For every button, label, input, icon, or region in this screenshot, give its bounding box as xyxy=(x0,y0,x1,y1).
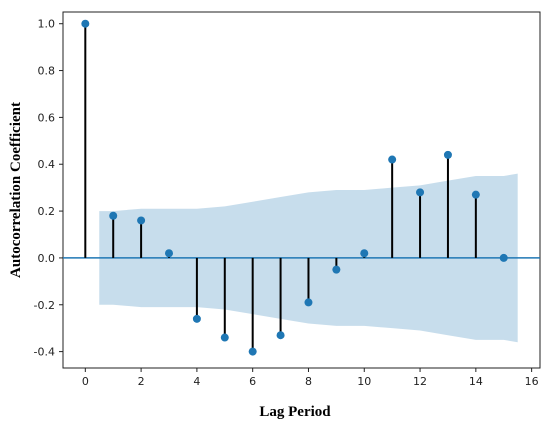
stem-layer xyxy=(81,19,508,356)
x-tick-label: 12 xyxy=(413,375,427,388)
stem-marker-lag-14 xyxy=(471,190,480,199)
y-tick-label: 0.2 xyxy=(38,205,56,218)
stem-marker-lag-12 xyxy=(416,188,425,197)
x-tick-label: 8 xyxy=(305,375,312,388)
y-axis: 1.0 0.8 0.6 0.4 0.2 0.0 -0.2 -0.4 xyxy=(34,18,63,359)
x-tick-label: 0 xyxy=(82,375,89,388)
stem-marker-lag-3 xyxy=(165,249,173,258)
x-tick-label: 16 xyxy=(525,375,539,388)
y-axis-title: Autocorrelation Coefficient xyxy=(8,102,24,278)
stem-marker-lag-10 xyxy=(360,249,369,258)
y-tick-label: -0.2 xyxy=(34,299,55,312)
stem-marker-lag-1 xyxy=(109,211,118,220)
y-tick-label: 1.0 xyxy=(38,18,56,31)
stem-marker-lag-6 xyxy=(248,347,257,356)
stem-marker-lag-11 xyxy=(388,155,397,164)
y-tick-label: 0.6 xyxy=(38,111,56,124)
stem-marker-lag-5 xyxy=(220,333,229,342)
x-tick-label: 4 xyxy=(193,375,200,388)
stem-marker-lag-9 xyxy=(332,265,341,274)
stem-marker-lag-8 xyxy=(304,298,313,307)
x-axis-title: Lag Period xyxy=(259,404,331,420)
stem-marker-lag-4 xyxy=(192,314,201,323)
plot-area-frame xyxy=(62,11,541,369)
stem-marker-lag-0 xyxy=(81,19,90,28)
y-tick-label: -0.4 xyxy=(34,346,55,359)
x-tick-label: 2 xyxy=(138,375,145,388)
stem-marker-lag-15 xyxy=(499,253,508,262)
y-tick-label: 0.8 xyxy=(38,65,56,78)
stem-marker-lag-7 xyxy=(276,331,285,340)
x-axis: 0 2 4 6 8 10 12 14 16 xyxy=(82,368,539,388)
x-tick-label: 6 xyxy=(249,375,256,388)
y-tick-label: 0.4 xyxy=(38,158,56,171)
stem-marker-lag-2 xyxy=(137,216,146,225)
x-tick-label: 14 xyxy=(469,375,483,388)
x-tick-label: 10 xyxy=(357,375,371,388)
y-tick-label: 0.0 xyxy=(38,252,56,265)
stem-marker-lag-13 xyxy=(443,150,452,159)
